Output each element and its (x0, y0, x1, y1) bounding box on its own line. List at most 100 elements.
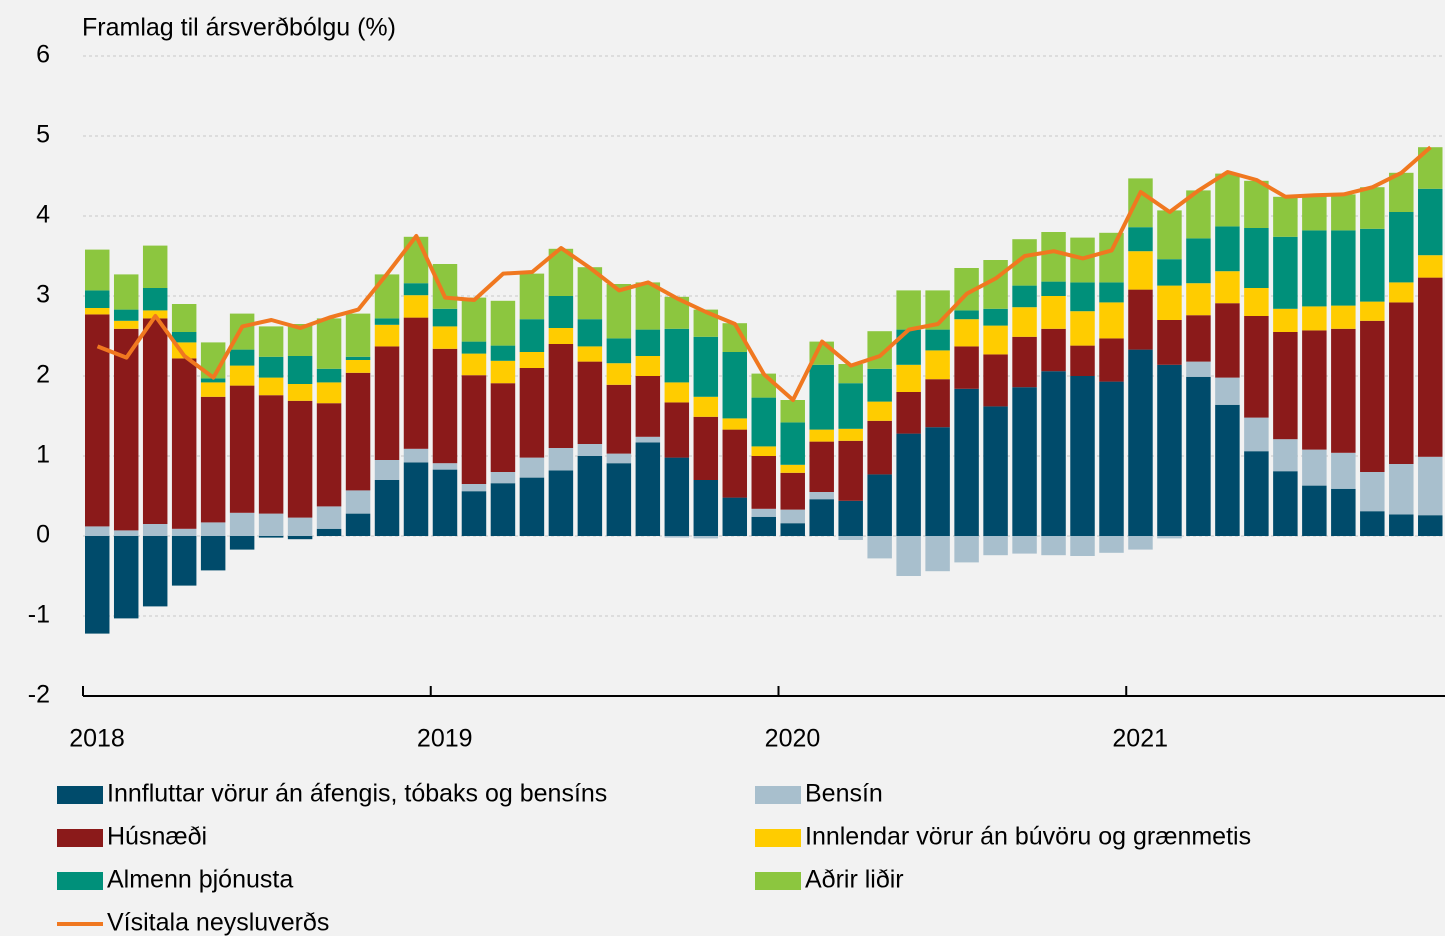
bar-segment (461, 375, 487, 484)
bar-segment (954, 388, 979, 536)
bar-segment (1186, 361, 1211, 377)
bar-segment (490, 360, 516, 384)
bar-segment (1360, 472, 1385, 512)
bar-segment (85, 308, 110, 315)
legend-swatch (755, 786, 801, 804)
bar-segment (751, 508, 776, 517)
bar-segment (1012, 307, 1037, 337)
bar-segment (432, 264, 458, 309)
bar-segment (1215, 226, 1240, 272)
bar-segment (461, 341, 487, 354)
legend-label: Aðrir liðir (805, 866, 904, 894)
bar-segment (867, 536, 892, 559)
bar-segment (85, 526, 110, 536)
legend-label: Bensín (805, 780, 883, 808)
bar-segment (490, 483, 516, 536)
bar-segment (896, 536, 921, 576)
bar-segment (258, 377, 284, 396)
bar-segment (1360, 511, 1385, 536)
bar-segment (345, 360, 371, 373)
bar-segment (345, 356, 371, 360)
bar-segment (606, 453, 632, 464)
bar-segment (693, 336, 719, 397)
bar-segment (374, 324, 400, 347)
bar-segment (171, 536, 197, 586)
bar-segment (780, 509, 805, 524)
legend-label: Innlendar vörur án búvöru og grænmetis (805, 823, 1251, 851)
legend-item: Almenn þjónusta (57, 866, 293, 894)
bar-segment (925, 329, 950, 351)
bar-segment (925, 427, 950, 536)
y-tick-label: -2 (28, 681, 50, 709)
bar-segment (403, 448, 429, 463)
bar-segment (896, 290, 921, 330)
bar-segment (1157, 210, 1182, 260)
bar-segment (1186, 376, 1211, 536)
bar-segment (258, 536, 284, 538)
bar-segment (1041, 281, 1066, 296)
bar-segment (809, 499, 834, 536)
bar-segment (1389, 212, 1414, 283)
bar-segment (664, 402, 690, 458)
bar-segment (519, 457, 545, 478)
bar-segment (519, 352, 545, 368)
bar-segment (635, 436, 661, 443)
bar-segment (316, 318, 342, 369)
bar-segment (548, 448, 574, 471)
legend-item: Innfluttar vörur án áfengis, tóbaks og b… (57, 780, 607, 808)
bar-segment (983, 308, 1008, 326)
bar-segment (403, 317, 429, 449)
bar-segment (200, 378, 226, 383)
bar-segment (693, 396, 719, 417)
bar-segment (490, 345, 516, 361)
bar-segment (229, 349, 255, 366)
legend-swatch (57, 829, 103, 847)
bar-segment (635, 356, 661, 376)
bar-segment (1157, 320, 1182, 365)
bar-segment (1186, 283, 1211, 316)
bar-segment (1331, 452, 1356, 489)
legend-label: Vísitala neysluverðs (107, 909, 329, 936)
bar-segment (1273, 196, 1298, 237)
bar-segment (780, 472, 805, 510)
legend-label: Húsnæði (107, 823, 207, 851)
y-tick-label: 0 (36, 521, 50, 549)
bar-segment (374, 460, 400, 480)
bar-segment (432, 348, 458, 464)
bar-segment (1244, 417, 1269, 452)
bar-segment (954, 319, 979, 347)
bar-segment (896, 329, 921, 365)
bar-segment (1041, 536, 1066, 556)
bar-segment (287, 536, 313, 540)
bar-segment (171, 304, 197, 332)
bar-segment (1157, 259, 1182, 286)
bar-segment (548, 296, 574, 328)
bar-segment (1273, 236, 1298, 309)
bar-segment (519, 368, 545, 458)
bar-segment (229, 365, 255, 386)
bar-segment (1186, 315, 1211, 362)
bar-segment (1302, 195, 1327, 231)
y-tick-label: -1 (28, 601, 50, 629)
bar-segment (780, 400, 805, 423)
bar-segment (85, 314, 110, 527)
bar-segment (635, 329, 661, 356)
bar-segment (577, 319, 603, 347)
bar-segment (780, 422, 805, 465)
line (96, 145, 1432, 402)
bar-segment (1041, 328, 1066, 372)
bar-segment (1302, 330, 1327, 450)
bar-segment (432, 326, 458, 349)
bar-segment (867, 368, 892, 402)
bar-segment (548, 344, 574, 448)
bar-segment (142, 524, 168, 536)
bar-segment (461, 353, 487, 376)
x-tick-label: 2020 (765, 725, 821, 753)
bar-segment (635, 376, 661, 437)
bar-segment (1389, 514, 1414, 536)
bar-segment (113, 309, 139, 321)
bar-segment (635, 282, 661, 330)
bar-segment (1244, 180, 1269, 228)
bar-segment (374, 274, 400, 319)
x-tick-label: 2021 (1112, 725, 1168, 753)
